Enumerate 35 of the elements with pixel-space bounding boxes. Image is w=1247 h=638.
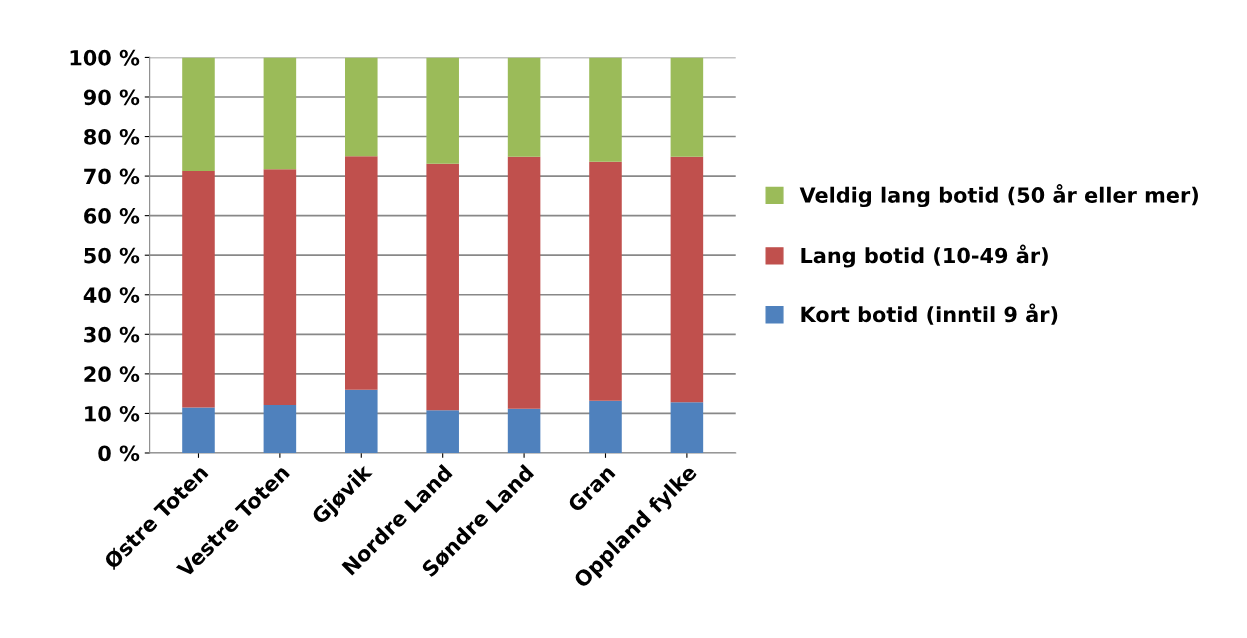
bar [589, 400, 622, 453]
y-tick-label: 80 % [84, 128, 140, 145]
bar [345, 389, 378, 453]
bar [507, 156, 541, 409]
bar [263, 57, 297, 170]
y-tick-label: 0 % [98, 445, 140, 462]
bar [507, 57, 541, 157]
y-tick-label: 90 % [83, 89, 140, 106]
y-tick-label: 20 % [84, 366, 140, 383]
bar [263, 169, 297, 406]
y-tick-label: 100 % [70, 49, 140, 66]
bar [670, 156, 704, 403]
y-tick-label: 70 % [84, 168, 140, 185]
bar [426, 410, 459, 453]
legend-label: Veldig lang botid (50 år eller mer) [799, 184, 1198, 208]
y-tick-label: 60 % [84, 208, 140, 224]
bar [589, 161, 622, 401]
bar [182, 407, 215, 453]
bar [426, 57, 459, 164]
bar [670, 402, 704, 453]
legend-label: Kort botid (inntil 9 år) [801, 303, 1058, 325]
y-tick-label: 10 % [85, 405, 140, 422]
bar [182, 170, 215, 408]
bar [345, 156, 378, 390]
y-tick-label: 30 % [84, 326, 140, 343]
y-tick-label: 50 % [84, 247, 140, 264]
bar [589, 57, 622, 162]
bar [182, 57, 215, 171]
y-tick-label: 40 % [83, 287, 140, 303]
bar [426, 163, 459, 411]
bar [507, 408, 541, 453]
bar [263, 405, 297, 453]
bar [670, 57, 704, 157]
legend-label: Lang botid (10-49 år) [801, 244, 1048, 268]
bar [345, 57, 378, 157]
